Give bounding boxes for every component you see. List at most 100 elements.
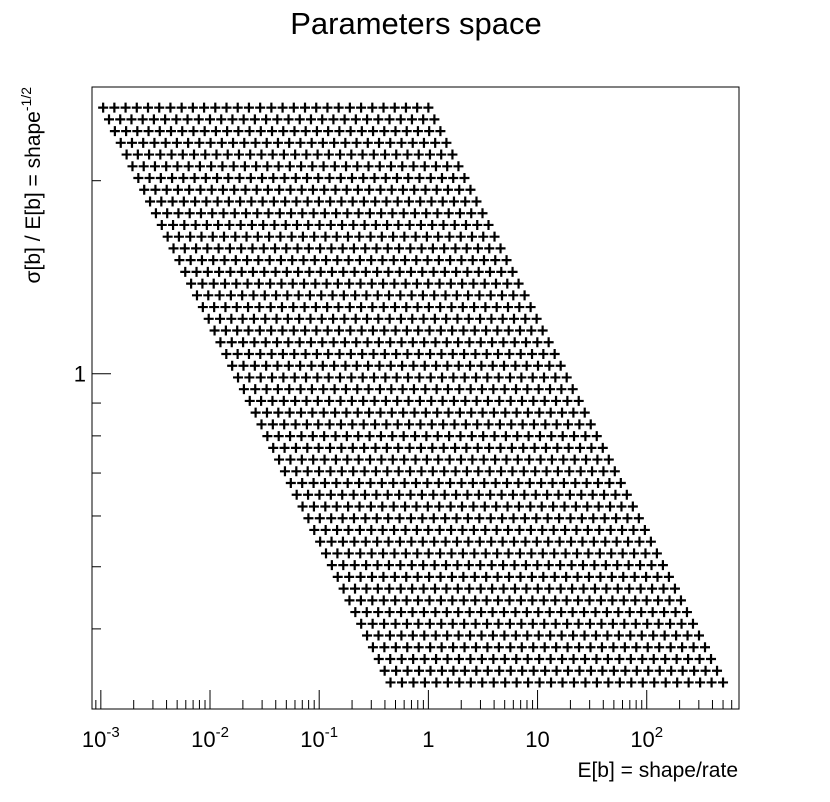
markers-group [98, 102, 729, 688]
data-point [418, 137, 429, 148]
data-point [287, 278, 298, 289]
data-point [474, 290, 485, 301]
data-point [639, 524, 650, 535]
data-point [162, 231, 173, 242]
data-point [546, 431, 557, 442]
data-point [367, 642, 378, 653]
data-point [396, 137, 407, 148]
data-point [200, 173, 211, 184]
data-point [269, 219, 280, 230]
data-point [299, 278, 310, 289]
data-point [350, 607, 361, 618]
data-point [406, 290, 417, 301]
data-point [619, 618, 630, 629]
data-point [228, 161, 239, 172]
data-point [434, 501, 445, 512]
data-point [360, 536, 371, 547]
data-point [313, 419, 324, 430]
data-point [409, 208, 420, 219]
data-point [215, 313, 226, 324]
data-point [451, 513, 462, 524]
data-point [453, 607, 464, 618]
data-point [226, 337, 237, 348]
data-point [326, 266, 337, 277]
data-point [468, 501, 479, 512]
data-point [137, 114, 148, 125]
data-point [220, 302, 231, 313]
data-point [441, 313, 452, 324]
data-point [421, 454, 432, 465]
data-point [370, 219, 381, 230]
data-point [486, 313, 497, 324]
data-point [379, 126, 390, 137]
data-point [155, 149, 166, 160]
data-point [466, 208, 477, 219]
data-point [367, 595, 378, 606]
data-point [453, 337, 464, 348]
data-point [635, 560, 646, 571]
data-point [278, 372, 289, 383]
data-point [596, 618, 607, 629]
data-point [127, 161, 138, 172]
data-point [363, 384, 374, 395]
data-point [261, 384, 272, 395]
data-point [397, 161, 408, 172]
data-point [194, 137, 205, 148]
data-point [528, 642, 539, 653]
data-point [343, 501, 354, 512]
data-point [567, 384, 578, 395]
data-point [330, 407, 341, 418]
data-point [184, 208, 195, 219]
data-point [303, 513, 314, 524]
data-point [457, 278, 468, 289]
data-point [338, 560, 349, 571]
data-point [283, 114, 294, 125]
data-point [430, 607, 441, 618]
data-point [380, 395, 391, 406]
data-point [397, 384, 408, 395]
data-point [402, 149, 413, 160]
data-point [335, 395, 346, 406]
data-point [377, 255, 388, 266]
data-point [337, 489, 348, 500]
data-point [320, 501, 331, 512]
data-point [318, 407, 329, 418]
data-point [403, 173, 414, 184]
data-point [372, 266, 383, 277]
data-point [519, 290, 530, 301]
data-point [401, 595, 412, 606]
data-point [173, 231, 184, 242]
data-point [244, 372, 255, 383]
data-point [243, 325, 254, 336]
data-point [288, 302, 299, 313]
data-point [500, 677, 511, 688]
data-point [612, 583, 623, 594]
data-point [104, 114, 115, 125]
data-point [309, 231, 320, 242]
data-point [413, 595, 424, 606]
data-point [372, 560, 383, 571]
data-point [311, 126, 322, 137]
data-point [201, 219, 212, 230]
data-point [370, 419, 381, 430]
data-point [499, 384, 510, 395]
data-point [447, 325, 458, 336]
data-point [579, 607, 590, 618]
data-point [359, 489, 370, 500]
data-point [303, 243, 314, 254]
data-point [427, 466, 438, 477]
data-point [481, 348, 492, 359]
data-point [641, 595, 652, 606]
data-point [590, 607, 601, 618]
data-point [293, 290, 304, 301]
data-point [538, 595, 549, 606]
data-point [584, 595, 595, 606]
data-point [351, 137, 362, 148]
data-point [390, 642, 401, 653]
data-point [651, 548, 662, 559]
data-point [636, 630, 647, 641]
data-point [681, 607, 692, 618]
data-point [539, 642, 550, 653]
data-point [206, 184, 217, 195]
data-point [336, 196, 347, 207]
